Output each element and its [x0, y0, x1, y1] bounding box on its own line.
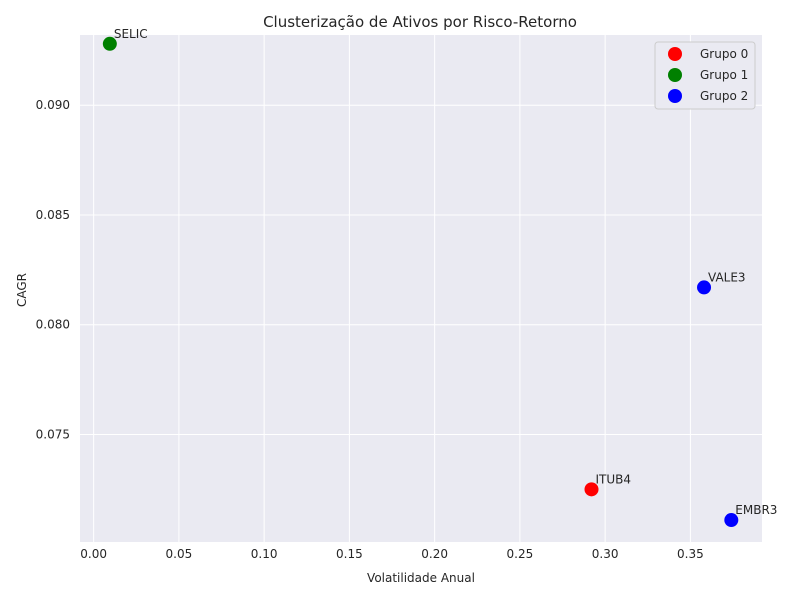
point-label-selic: SELIC	[114, 27, 148, 41]
legend-marker	[668, 89, 682, 103]
data-point-embr3	[724, 513, 739, 528]
legend: Grupo 0 Grupo 1 Grupo 2	[654, 41, 756, 110]
legend-entry: Grupo 0	[700, 47, 748, 61]
x-tick-label: 0.15	[336, 547, 363, 561]
legend-entry: Grupo 2	[700, 89, 748, 103]
y-axis-label: CAGR	[15, 273, 29, 307]
y-tick-label: 0.090	[36, 98, 70, 112]
x-tick-label: 0.05	[166, 547, 193, 561]
y-axis-ticks: 0.075 0.080 0.085 0.090	[36, 98, 70, 441]
y-tick-label: 0.085	[36, 208, 70, 222]
data-point-selic	[102, 36, 117, 51]
data-points: ITUB4 SELIC VALE3 EMBR3	[102, 27, 777, 528]
legend-entry: Grupo 1	[700, 68, 748, 82]
legend-marker	[668, 47, 682, 61]
x-tick-label: 0.30	[592, 547, 619, 561]
data-point-vale3	[697, 280, 712, 295]
data-point-itub4	[584, 482, 599, 497]
grid-lines	[80, 35, 762, 542]
x-tick-label: 0.10	[251, 547, 278, 561]
x-tick-label: 0.25	[507, 547, 534, 561]
legend-marker	[668, 68, 682, 82]
x-axis-ticks: 0.00 0.05 0.10 0.15 0.20 0.25 0.30 0.35	[80, 547, 703, 561]
point-label-vale3: VALE3	[708, 270, 746, 284]
y-tick-label: 0.080	[36, 318, 70, 332]
x-axis-label: Volatilidade Anual	[367, 571, 475, 585]
point-label-embr3: EMBR3	[735, 503, 777, 517]
point-label-itub4: ITUB4	[596, 472, 632, 486]
y-tick-label: 0.075	[36, 427, 70, 441]
x-tick-label: 0.35	[677, 547, 704, 561]
chart-title: Clusterização de Ativos por Risco-Retorn…	[263, 13, 577, 31]
plot-area	[80, 35, 762, 542]
x-tick-label: 0.20	[421, 547, 448, 561]
x-tick-label: 0.00	[80, 547, 107, 561]
